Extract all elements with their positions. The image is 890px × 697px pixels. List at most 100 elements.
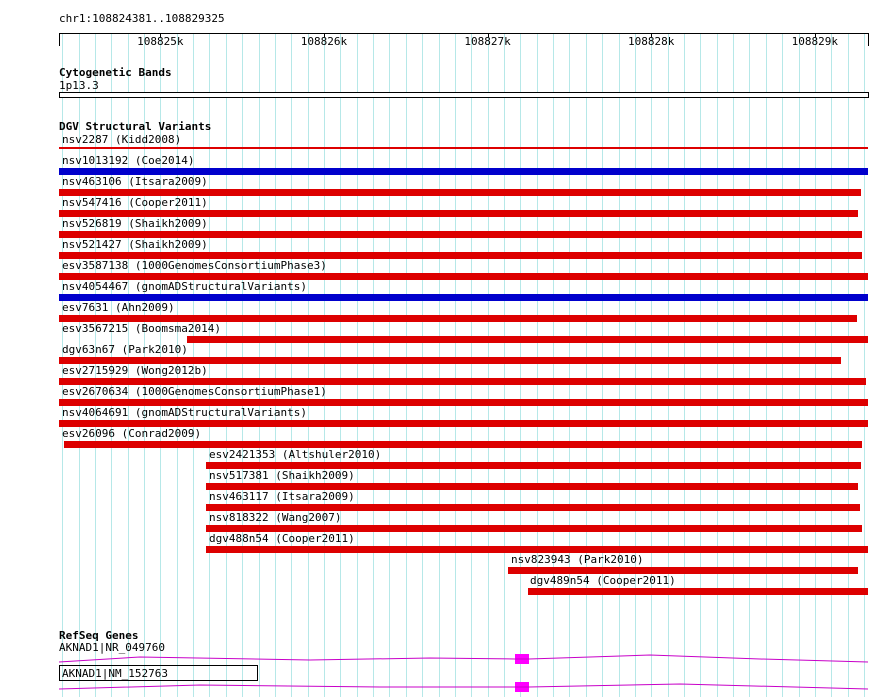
gridline xyxy=(193,33,194,697)
ruler-tick-label: 108826k xyxy=(300,35,348,48)
ruler-major-tick xyxy=(651,33,653,37)
variant-label: nsv818322 (Wang2007) xyxy=(209,511,342,524)
ruler-start-tick xyxy=(59,33,60,46)
gridline xyxy=(863,33,865,697)
gridline xyxy=(258,33,260,697)
gridline xyxy=(847,33,849,697)
variant-bar[interactable] xyxy=(187,336,868,343)
variant-bar[interactable] xyxy=(64,441,862,448)
variant-label: esv3567215 (Boomsma2014) xyxy=(62,322,221,335)
gridline xyxy=(569,33,571,697)
gridline xyxy=(274,33,276,697)
dgv-title: DGV Structural Variants xyxy=(59,120,212,133)
ruler-major-tick xyxy=(814,33,816,37)
gridline xyxy=(111,33,113,697)
variant-label: nsv463106 (Itsara2009) xyxy=(62,175,208,188)
gridline xyxy=(160,33,162,697)
variant-bar[interactable] xyxy=(59,315,857,322)
gridline xyxy=(602,33,604,697)
variant-label: nsv2287 (Kidd2008) xyxy=(62,133,182,146)
variant-bar[interactable] xyxy=(59,378,866,385)
variant-label: esv2715929 (Wong2012b) xyxy=(62,364,208,377)
gridline xyxy=(127,33,129,697)
gridline xyxy=(782,33,784,697)
variant-bar[interactable] xyxy=(59,189,861,196)
variant-label: nsv823943 (Park2010) xyxy=(511,553,644,566)
ruler-major-tick xyxy=(160,33,162,37)
gridline xyxy=(291,33,293,697)
gridline xyxy=(340,33,342,697)
variant-label: esv2421353 (Altshuler2010) xyxy=(209,448,382,461)
gridline xyxy=(520,33,522,697)
cytoband-name: 1p13.3 xyxy=(59,79,99,92)
gridline xyxy=(487,33,489,697)
variant-bar[interactable] xyxy=(206,546,868,553)
ruler-line xyxy=(59,33,869,34)
gridline xyxy=(503,33,505,697)
gridline xyxy=(307,33,309,697)
ruler-tick-label: 108825k xyxy=(137,35,184,48)
variant-bar[interactable] xyxy=(59,147,868,149)
gridline xyxy=(225,33,227,697)
gene-exon[interactable] xyxy=(515,654,529,664)
variant-label: nsv521427 (Shaikh2009) xyxy=(62,238,208,251)
gridline xyxy=(438,33,440,697)
gridline xyxy=(700,33,702,697)
variant-bar[interactable] xyxy=(59,210,858,217)
gridline xyxy=(536,33,538,697)
gene-label-box xyxy=(59,665,258,681)
variant-label: esv7631 (Ahn2009) xyxy=(62,301,175,314)
gridline xyxy=(765,33,767,697)
gridline xyxy=(323,33,325,697)
gene-exon[interactable] xyxy=(515,682,529,692)
variant-bar[interactable] xyxy=(59,231,862,238)
variant-bar[interactable] xyxy=(59,420,868,427)
gridline xyxy=(356,33,358,697)
gene-label: AKNAD1|NM_152763 xyxy=(62,667,168,680)
gridline xyxy=(798,33,800,697)
variant-bar[interactable] xyxy=(206,462,861,469)
gridline xyxy=(634,33,636,697)
gridline xyxy=(683,33,685,697)
variant-bar[interactable] xyxy=(59,252,862,259)
variant-label: dgv63n67 (Park2010) xyxy=(62,343,188,356)
gene-label: AKNAD1|NR_049760 xyxy=(59,641,165,654)
gridline xyxy=(78,33,80,697)
variant-bar[interactable] xyxy=(528,588,868,595)
variant-label: nsv547416 (Cooper2011) xyxy=(62,196,208,209)
variant-bar[interactable] xyxy=(508,567,858,574)
gridline xyxy=(422,33,424,697)
ruler-major-tick xyxy=(487,33,489,37)
gridline xyxy=(585,33,587,697)
variant-bar[interactable] xyxy=(59,168,868,175)
variant-bar[interactable] xyxy=(59,357,841,364)
gridline xyxy=(733,33,734,697)
variant-label: nsv463117 (Itsara2009) xyxy=(209,490,355,503)
variant-label: nsv4054467 (gnomADStructuralVariants) xyxy=(62,280,308,293)
gridline xyxy=(831,33,833,697)
gridline xyxy=(94,33,96,697)
gridline xyxy=(651,33,653,697)
variant-label: nsv517381 (Shaikh2009) xyxy=(209,469,355,482)
gridline xyxy=(618,33,620,697)
variant-bar[interactable] xyxy=(59,273,868,280)
variant-bar[interactable] xyxy=(206,525,862,532)
variant-bar[interactable] xyxy=(59,294,868,301)
gridline xyxy=(62,33,64,697)
ruler-tick-label: 108829k xyxy=(791,35,838,48)
cytoband-bar[interactable] xyxy=(59,92,869,98)
variant-bar[interactable] xyxy=(206,504,860,511)
gene-intron-line xyxy=(58,683,869,690)
variant-label: nsv1013192 (Coe2014) xyxy=(62,154,195,167)
gridline xyxy=(454,33,456,697)
gridline xyxy=(553,33,554,697)
variant-label: nsv4064691 (gnomADStructuralVariants) xyxy=(62,406,308,419)
variant-label: dgv488n54 (Cooper2011) xyxy=(209,532,355,545)
ruler-tick-label: 108828k xyxy=(628,35,675,48)
variant-bar[interactable] xyxy=(59,399,868,406)
gridline xyxy=(209,33,211,697)
variant-bar[interactable] xyxy=(206,483,858,490)
gridline xyxy=(667,33,669,697)
gridline xyxy=(716,33,718,697)
variant-label: dgv489n54 (Cooper2011) xyxy=(530,574,676,587)
